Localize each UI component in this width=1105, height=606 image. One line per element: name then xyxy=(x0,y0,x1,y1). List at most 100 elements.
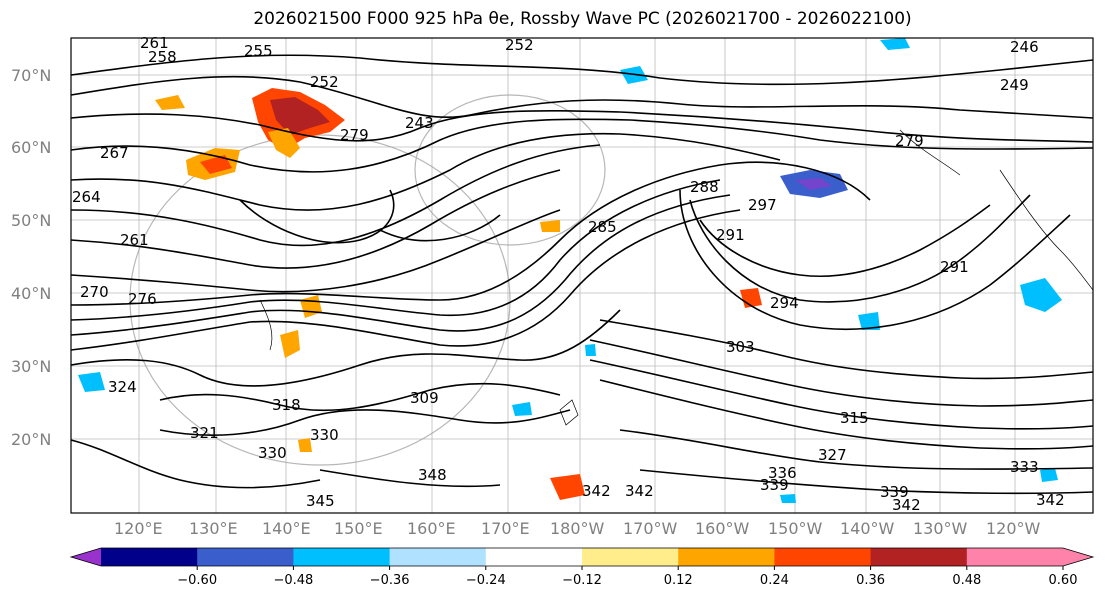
contour-label: 291 xyxy=(716,226,745,244)
anomaly-fill xyxy=(200,155,232,174)
lon-label: 160°W xyxy=(695,519,750,538)
colorbar-tick-label: 0.60 xyxy=(1049,573,1078,588)
gray-circle-outlines xyxy=(129,94,606,466)
anomaly-fill xyxy=(512,402,532,416)
contour-label: 243 xyxy=(405,114,434,132)
latitude-labels: 70°N 60°N 50°N 40°N 30°N 20°N xyxy=(11,66,51,449)
lon-label: 140°W xyxy=(840,519,895,538)
contour-label: 279 xyxy=(340,126,369,144)
contour-label: 276 xyxy=(128,290,157,308)
colorbar-segment xyxy=(197,548,294,566)
contour-label: 285 xyxy=(588,218,617,236)
lat-label: 70°N xyxy=(11,66,51,85)
lon-label: 120°E xyxy=(114,519,163,538)
contour-label: 333 xyxy=(1010,458,1039,476)
colorbar-tick-label: 0.12 xyxy=(664,573,693,588)
contour-label: 294 xyxy=(770,294,799,312)
contour-label: 321 xyxy=(190,424,219,442)
colorbar-segment xyxy=(774,548,872,566)
anomaly-fill xyxy=(880,38,910,50)
colorbar-segment xyxy=(485,548,583,566)
anomaly-fill xyxy=(155,95,185,110)
colorbar: −0.60 −0.48 −0.36 −0.24 −0.12 0.12 0.24 0.36 0.4… xyxy=(69,547,1095,588)
contour-label: 279 xyxy=(895,132,924,150)
anomaly-fill xyxy=(550,474,585,500)
anomaly-fill xyxy=(795,178,832,190)
coastlines xyxy=(259,129,1094,426)
colorbar-extend-high xyxy=(1063,548,1093,566)
contour-label: 267 xyxy=(100,144,129,162)
contour-label: 339 xyxy=(760,476,789,494)
colorbar-tick-label: 0.48 xyxy=(952,573,981,588)
anomaly-fill xyxy=(1040,468,1058,482)
contour-label: 297 xyxy=(748,196,777,214)
anomaly-fill xyxy=(780,494,796,503)
contour-label: 264 xyxy=(72,188,101,206)
anomaly-fill xyxy=(858,312,880,330)
contour-labels: 261 258 255 252 252 249 246 243 279 279 … xyxy=(72,34,1065,514)
colorbar-tick-label: −0.48 xyxy=(273,573,313,588)
anomaly-fill xyxy=(298,438,312,452)
contour-label: 324 xyxy=(108,378,137,396)
colorbar-segment xyxy=(966,548,1064,566)
lon-label: 160°E xyxy=(407,519,456,538)
contour-label: 252 xyxy=(505,36,534,54)
contour-label: 303 xyxy=(726,338,755,356)
figure-title: 2026021500 F000 925 hPa θe, Rossby Wave … xyxy=(253,9,912,29)
contour-label: 249 xyxy=(1000,76,1029,94)
lon-label: 140°E xyxy=(262,519,311,538)
anomaly-fill xyxy=(280,330,300,358)
colorbar-tick-label: 0.24 xyxy=(760,573,789,588)
colorbar-segment xyxy=(870,548,968,566)
anomaly-fill xyxy=(1020,278,1062,312)
lat-label: 40°N xyxy=(11,284,51,303)
contour-label: 336 xyxy=(768,464,797,482)
lon-label: 120°W xyxy=(986,519,1041,538)
colorbar-tick-label: −0.60 xyxy=(177,573,217,588)
lat-label: 30°N xyxy=(11,357,51,376)
anomaly-fill xyxy=(78,372,105,392)
anomaly-fill xyxy=(540,220,560,232)
contour-label: 327 xyxy=(818,446,847,464)
contour-label: 318 xyxy=(272,396,301,414)
colorbar-segment xyxy=(389,548,487,566)
colorbar-segment xyxy=(293,548,391,566)
contour-label: 330 xyxy=(310,426,339,444)
contour-label: 342 xyxy=(1036,491,1065,509)
colorbar-extend-low xyxy=(71,548,101,566)
lon-label: 170°E xyxy=(481,519,530,538)
contour-label: 258 xyxy=(148,48,177,66)
lon-label: 130°W xyxy=(913,519,968,538)
lon-label: 170°W xyxy=(623,519,678,538)
lon-label: 150°E xyxy=(334,519,383,538)
lat-label: 60°N xyxy=(11,138,51,157)
contour-label: 342 xyxy=(625,482,654,500)
longitude-labels: 120°E 130°E 140°E 150°E 160°E 170°E 180°… xyxy=(114,519,1041,538)
contour-label: 309 xyxy=(410,389,439,407)
colorbar-tick-label: 0.36 xyxy=(856,573,885,588)
contour-label: 345 xyxy=(306,492,335,510)
lon-label: 180°W xyxy=(550,519,605,538)
colorbar-segment xyxy=(582,548,679,566)
colorbar-tick-label: −0.24 xyxy=(466,573,506,588)
contour-label: 342 xyxy=(582,482,611,500)
contour-label: 246 xyxy=(1010,38,1039,56)
contour-label: 291 xyxy=(940,258,969,276)
lat-label: 20°N xyxy=(11,430,51,449)
colorbar-segment xyxy=(678,548,775,566)
colorbar-segment xyxy=(101,548,198,566)
contour-label: 339 xyxy=(880,483,909,501)
contour-label: 270 xyxy=(80,283,109,301)
anomaly-fill xyxy=(585,344,596,356)
lon-label: 130°E xyxy=(189,519,238,538)
contour-label: 252 xyxy=(310,73,339,91)
contour-label: 342 xyxy=(892,496,921,514)
theta-e-contours xyxy=(70,54,1094,495)
contour-label: 315 xyxy=(840,409,869,427)
contour-label: 288 xyxy=(690,178,719,196)
contour-label: 255 xyxy=(244,42,273,60)
anomaly-fill xyxy=(268,128,300,158)
lat-label: 50°N xyxy=(11,211,51,230)
colorbar-tick-label: −0.12 xyxy=(562,573,602,588)
